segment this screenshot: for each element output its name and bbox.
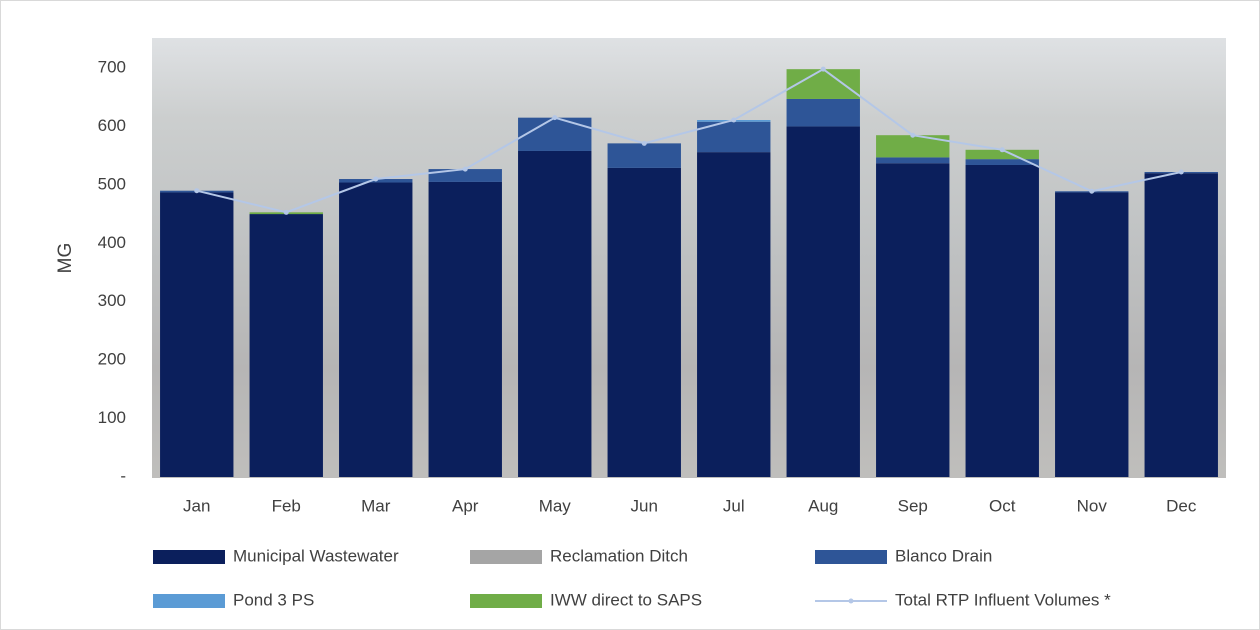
bar-segment [160,192,234,477]
x-tick-label: Oct [989,496,1016,515]
y-tick-label: 400 [98,233,126,252]
legend-swatch [153,550,225,564]
x-tick-label: May [539,496,572,515]
line-marker [283,209,289,215]
line-marker [641,140,647,146]
bar-segment [518,117,592,151]
bar-segment [249,214,323,478]
plot-background [152,38,1226,478]
bar-segment [786,126,860,477]
line-marker [731,117,737,123]
bar-segment [339,182,413,477]
x-tick-label: Jul [723,496,745,515]
x-tick-label: Dec [1166,496,1197,515]
y-tick-label: 600 [98,116,126,135]
line-marker [552,115,558,121]
x-tick-label: Aug [808,496,838,515]
legend-label: Municipal Wastewater [233,546,399,565]
legend-swatch [470,594,542,608]
bar-segment [965,159,1039,165]
x-tick-label: Apr [452,496,479,515]
bar-segment [965,164,1039,477]
bar-segment [518,150,592,477]
bar-segment [697,152,771,477]
line-marker [373,176,379,182]
legend-marker [848,598,854,604]
total-line [196,67,1182,214]
bar-segment [607,143,681,168]
x-tick-label: Feb [272,496,301,515]
y-axis-label: MG [55,243,76,274]
bar-segment [428,169,502,182]
y-tick-label: 300 [98,291,126,310]
legend-swatch [470,550,542,564]
line-marker [194,188,200,194]
y-tick-label: 700 [98,57,126,76]
bar-segment [965,149,1039,160]
bar-segment [876,163,950,477]
x-tick-label: Jun [631,496,658,515]
legend-label: IWW direct to SAPS [550,590,702,609]
y-tick-label: - [120,466,126,485]
line-marker [910,132,916,138]
x-tick-label: Nov [1077,496,1108,515]
bar-segment [876,157,950,164]
line-marker [1178,169,1184,175]
bar-segment [1055,192,1129,477]
legend-label: Blanco Drain [895,546,992,565]
y-tick-label: 100 [98,408,126,427]
bar-segment [607,167,681,478]
line-marker [820,66,826,72]
legend-label: Reclamation Ditch [550,546,688,565]
x-tick-label: Sep [898,496,928,515]
line-marker [999,147,1005,153]
legend-label: Total RTP Influent Volumes * [895,590,1111,609]
line-marker [462,166,468,172]
y-tick-label: 500 [98,174,126,193]
bar-segment [428,181,502,477]
x-tick-label: Mar [361,496,391,515]
legend-swatch [815,550,887,564]
bar-segment [786,98,860,127]
legend-swatch [153,594,225,608]
bar-segment [1144,173,1218,477]
x-tick-label: Jan [183,496,210,515]
bar-segment [876,135,950,158]
y-tick-label: 200 [98,350,126,369]
legend-label: Pond 3 PS [233,590,314,609]
line-marker [1089,188,1095,194]
